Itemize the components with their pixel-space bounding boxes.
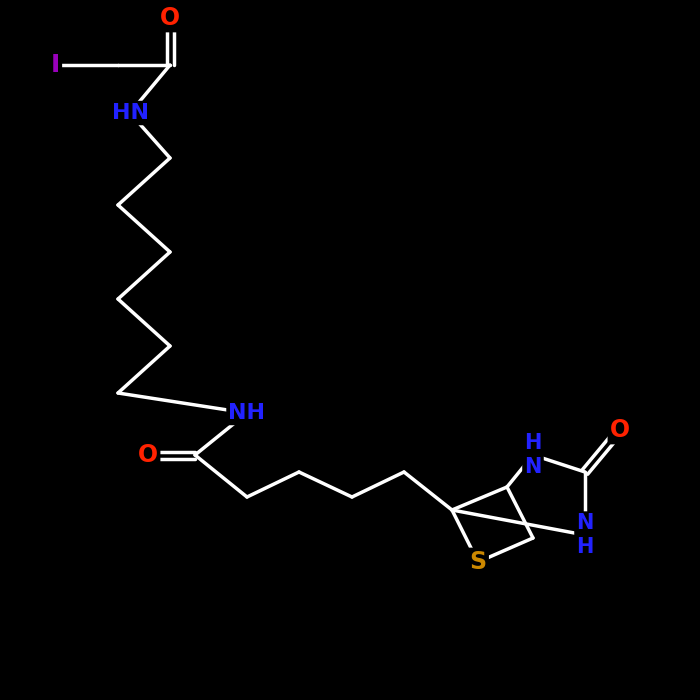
Text: I: I	[50, 53, 60, 77]
Text: S: S	[470, 550, 486, 574]
Text: O: O	[610, 418, 630, 442]
Text: NH: NH	[228, 403, 265, 423]
Text: HN: HN	[111, 103, 148, 123]
Text: N
H: N H	[576, 513, 594, 557]
Text: O: O	[160, 6, 180, 30]
Text: H
N: H N	[524, 433, 542, 477]
Text: O: O	[138, 443, 158, 467]
